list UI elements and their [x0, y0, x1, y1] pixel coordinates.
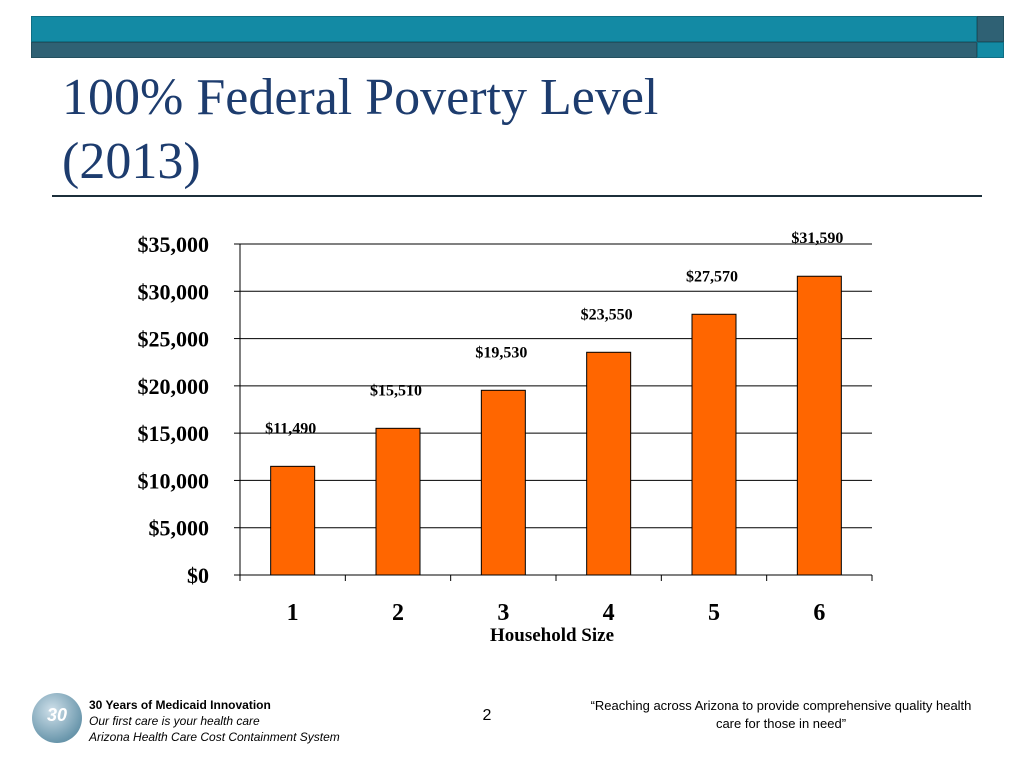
footer-line2: Our first care is your health care [89, 714, 260, 728]
footer-line1: 30 Years of Medicaid Innovation [89, 698, 271, 712]
data-label: $19,530 [475, 344, 527, 361]
header-square-light [977, 42, 1004, 58]
page-number: 2 [482, 707, 492, 724]
y-tick-label: $5,000 [149, 516, 210, 541]
x-tick-label: 4 [603, 600, 615, 626]
x-tick-label: 3 [497, 600, 509, 626]
bar [375, 427, 421, 576]
anniversary-logo: 30 [32, 693, 82, 743]
bar [796, 275, 842, 576]
x-tick-label: 6 [813, 600, 825, 626]
footer-quote: “Reaching across Arizona to provide comp… [590, 698, 972, 731]
bar [691, 313, 737, 576]
title-divider [52, 195, 982, 197]
footer-left: 30 Years of Medicaid Innovation Our firs… [89, 697, 340, 745]
logo-text: 30 [46, 705, 68, 725]
x-tick-label: 5 [708, 600, 720, 626]
y-tick-label: $30,000 [138, 279, 210, 304]
y-tick-label: $10,000 [138, 468, 210, 493]
slide-title: 100% Federal Poverty Level (2013) [62, 66, 942, 194]
bar [586, 351, 632, 576]
y-tick-label: $35,000 [138, 232, 210, 257]
header-bar [31, 16, 977, 42]
y-tick-label: $15,000 [138, 421, 210, 446]
y-tick-label: $25,000 [138, 327, 210, 352]
y-tick-label: $20,000 [138, 374, 210, 399]
slide-title-line2: (2013) [62, 133, 201, 190]
x-tick-label: 1 [287, 600, 299, 626]
data-label: $23,550 [581, 306, 633, 323]
slide-title-line1: 100% Federal Poverty Level [62, 69, 659, 126]
y-tick-label: $0 [187, 563, 209, 588]
data-label: $11,490 [265, 420, 316, 437]
x-tick-label: 2 [392, 600, 404, 626]
header-strip [31, 42, 977, 58]
x-axis-label: Household Size [490, 625, 614, 646]
data-label: $15,510 [370, 382, 422, 399]
bar [480, 389, 526, 576]
footer-line3: Arizona Health Care Cost Containment Sys… [89, 730, 340, 744]
data-label: $31,590 [791, 230, 843, 247]
bar [270, 465, 316, 576]
header-square-dark [977, 16, 1004, 42]
data-label: $27,570 [686, 268, 738, 285]
